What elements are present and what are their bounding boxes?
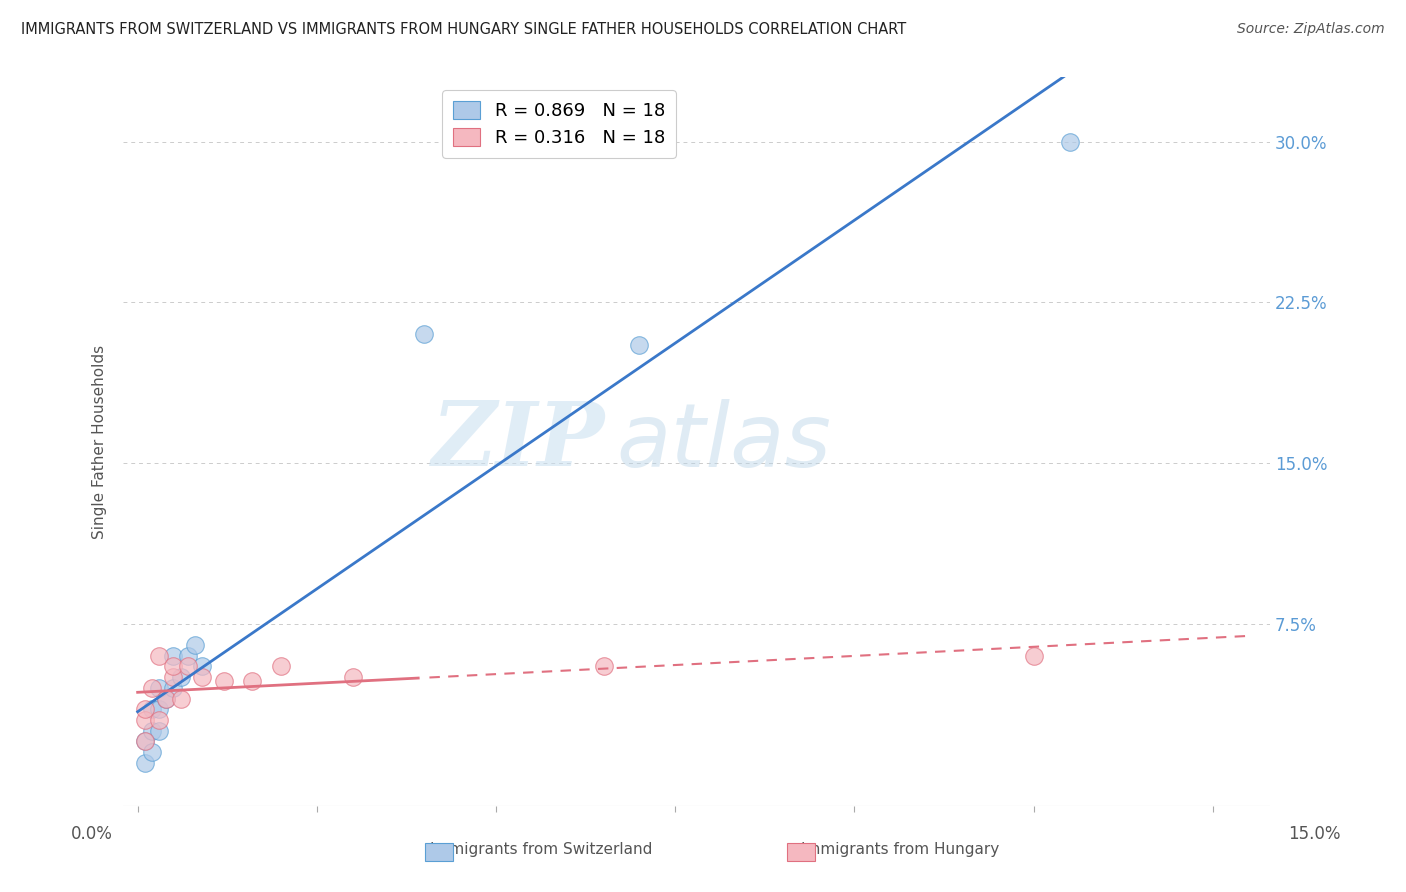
Legend: R = 0.869   N = 18, R = 0.316   N = 18: R = 0.869 N = 18, R = 0.316 N = 18: [443, 90, 676, 158]
Point: [155, 691, 177, 706]
Point: [141, 681, 163, 695]
Point: [240, 674, 263, 689]
Point: [191, 670, 214, 684]
Point: [1022, 648, 1045, 663]
Point: [148, 723, 170, 738]
Point: [1059, 135, 1081, 149]
Point: [162, 670, 184, 684]
Text: IMMIGRANTS FROM SWITZERLAND VS IMMIGRANTS FROM HUNGARY SINGLE FATHER HOUSEHOLDS : IMMIGRANTS FROM SWITZERLAND VS IMMIGRANT…: [21, 22, 907, 37]
Point: [141, 723, 163, 738]
Point: [162, 659, 184, 673]
Point: [148, 713, 170, 727]
Point: [270, 659, 292, 673]
Point: [148, 681, 170, 695]
Point: [169, 670, 191, 684]
Point: [134, 756, 156, 770]
Text: Immigrants from Switzerland: Immigrants from Switzerland: [430, 842, 652, 856]
Point: [141, 745, 163, 759]
Point: [134, 734, 156, 748]
Point: [134, 702, 156, 716]
Point: [191, 659, 214, 673]
Point: [177, 648, 200, 663]
Text: Immigrants from Hungary: Immigrants from Hungary: [800, 842, 1000, 856]
Point: [134, 713, 156, 727]
Point: [148, 702, 170, 716]
Y-axis label: Single Father Households: Single Father Households: [93, 344, 107, 539]
Point: [212, 674, 235, 689]
Text: 0.0%: 0.0%: [70, 825, 112, 843]
Point: [148, 648, 170, 663]
Point: [628, 338, 651, 352]
Point: [141, 702, 163, 716]
Text: Source: ZipAtlas.com: Source: ZipAtlas.com: [1237, 22, 1385, 37]
Point: [177, 659, 200, 673]
Point: [162, 681, 184, 695]
Text: atlas: atlas: [616, 399, 831, 484]
Point: [155, 691, 177, 706]
Text: ZIP: ZIP: [432, 399, 605, 484]
Point: [413, 327, 436, 342]
Point: [184, 638, 207, 652]
Point: [342, 670, 364, 684]
Point: [162, 648, 184, 663]
Text: 15.0%: 15.0%: [1288, 825, 1341, 843]
Point: [169, 691, 191, 706]
Point: [592, 659, 614, 673]
Point: [134, 734, 156, 748]
